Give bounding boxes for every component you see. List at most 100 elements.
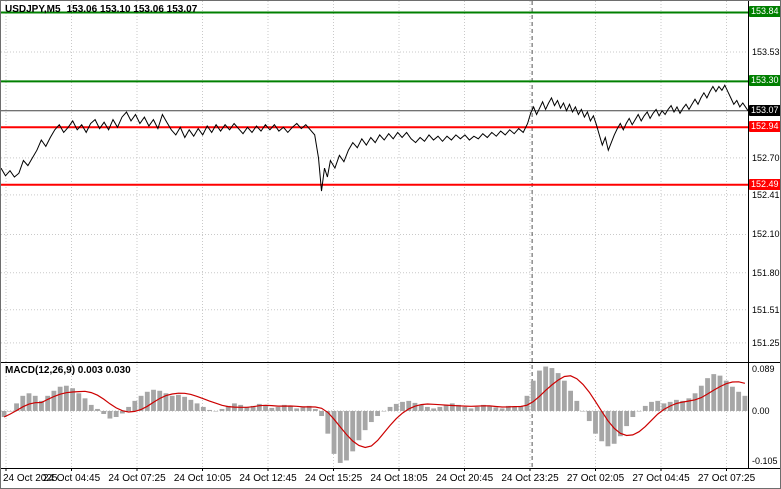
macd-histogram-bar bbox=[281, 404, 287, 411]
macd-histogram-bar bbox=[194, 403, 200, 411]
macd-histogram-bar bbox=[549, 368, 555, 411]
macd-signal-line bbox=[3, 375, 746, 449]
price-line bbox=[1, 84, 749, 192]
macd-histogram-bar bbox=[76, 393, 82, 411]
macd-histogram-bar bbox=[250, 405, 256, 411]
macd-histogram-bar bbox=[138, 395, 144, 411]
macd-histogram-bar bbox=[337, 410, 343, 463]
macd-histogram-bar bbox=[642, 405, 648, 411]
macd-histogram-bar bbox=[107, 410, 113, 419]
macd-histogram-bar bbox=[151, 389, 156, 411]
macd-histogram-bar bbox=[711, 374, 717, 411]
macd-histogram-bar bbox=[493, 407, 499, 411]
macd-histogram-bar bbox=[7, 410, 13, 412]
macd-histogram-bar bbox=[113, 410, 119, 418]
macd-histogram-bar bbox=[736, 391, 742, 411]
macd-histogram-bar bbox=[157, 390, 163, 411]
macd-histogram-bar bbox=[524, 395, 530, 411]
macd-histogram-bar bbox=[574, 400, 580, 411]
macd-histogram-bar bbox=[325, 410, 331, 434]
macd-histogram-bar bbox=[288, 406, 293, 411]
macd-histogram-bar bbox=[468, 408, 474, 411]
macd-histogram-bar bbox=[169, 395, 175, 411]
macd-histogram-bar bbox=[649, 401, 654, 411]
macd-histogram-bar bbox=[624, 410, 630, 427]
macd-histogram-bar bbox=[213, 410, 219, 412]
macd-histogram-bar bbox=[82, 398, 88, 411]
macd-histogram-bar bbox=[132, 400, 138, 411]
macd-histogram-bar bbox=[406, 400, 412, 411]
macd-histogram-bar bbox=[418, 404, 424, 411]
macd-histogram-bar bbox=[605, 410, 611, 447]
macd-histogram-bar bbox=[412, 402, 418, 411]
macd-histogram-bar bbox=[449, 403, 455, 411]
macd-histogram-bar bbox=[661, 403, 667, 411]
macd-histogram-bar bbox=[580, 410, 586, 412]
macd-histogram-bar bbox=[20, 395, 26, 411]
macd-histogram-bar bbox=[655, 400, 661, 411]
macd-histogram-bar bbox=[238, 404, 244, 411]
macd-histogram-bar bbox=[319, 410, 324, 417]
macd-histogram-bar bbox=[537, 370, 542, 411]
macd-histogram-bar bbox=[176, 394, 181, 411]
macd-histogram-bar bbox=[456, 404, 461, 411]
macd-histogram-bar bbox=[39, 400, 44, 411]
macd-histogram-bar bbox=[200, 406, 206, 411]
macd-histogram-bar bbox=[505, 405, 511, 411]
macd-histogram-bar bbox=[437, 406, 443, 411]
macd-histogram-bar bbox=[387, 406, 393, 411]
macd-histogram-bar bbox=[182, 396, 188, 411]
macd-histogram-bar bbox=[188, 399, 194, 411]
macd-histogram-bar bbox=[32, 395, 38, 411]
macd-histogram-bar bbox=[163, 393, 169, 411]
macd-histogram-bar bbox=[425, 406, 430, 411]
macd-histogram-bar bbox=[95, 408, 100, 411]
macd-histogram-bar bbox=[717, 375, 723, 411]
macd-histogram-bar bbox=[144, 391, 150, 411]
macd-histogram-bar bbox=[26, 393, 32, 411]
macd-histogram-bar bbox=[88, 404, 94, 411]
macd-histogram-bar bbox=[680, 400, 686, 411]
macd-histogram-bar bbox=[730, 386, 735, 411]
macd-histogram-bar bbox=[14, 403, 19, 411]
macd-histogram-bar bbox=[70, 388, 75, 411]
macd-histogram-bar bbox=[742, 395, 748, 411]
macd-histogram-bar bbox=[344, 410, 349, 461]
macd-histogram-bar bbox=[312, 408, 318, 411]
macd-histogram-bar bbox=[474, 406, 480, 411]
macd-histogram-bar bbox=[306, 405, 312, 411]
macd-histogram-bar bbox=[561, 380, 567, 411]
macd-histogram-bar bbox=[674, 399, 679, 411]
macd-histogram-bar bbox=[723, 380, 729, 411]
macd-histogram-bar bbox=[51, 390, 57, 411]
macd-histogram-bar bbox=[263, 405, 268, 411]
macd-histogram-bar bbox=[300, 407, 306, 411]
macd-histogram-bar bbox=[350, 410, 356, 452]
macd-histogram-bar bbox=[356, 410, 362, 441]
macd-histogram-bar bbox=[362, 410, 368, 431]
macd-histogram-bar bbox=[101, 410, 107, 414]
macd-histogram-bar bbox=[225, 405, 231, 411]
macd-histogram-bar bbox=[393, 403, 399, 411]
macd-histogram-bar bbox=[443, 404, 449, 411]
macd-histogram-bar bbox=[207, 409, 212, 411]
macd-histogram-bar bbox=[219, 408, 225, 411]
macd-histogram-bar bbox=[499, 408, 505, 411]
macd-histogram-bar bbox=[400, 401, 405, 411]
macd-histogram-bar bbox=[586, 410, 592, 422]
macd-histogram-bar bbox=[45, 395, 51, 411]
macd-histogram-bar bbox=[63, 385, 69, 411]
macd-histogram-bar bbox=[555, 373, 561, 411]
macd-histogram-bar bbox=[368, 410, 374, 423]
macd-histogram-bar bbox=[431, 408, 437, 411]
macd-histogram-bar bbox=[57, 386, 63, 411]
macd-histogram-bar bbox=[530, 380, 536, 411]
macd-histogram-bar bbox=[119, 410, 125, 414]
macd-histogram-bar bbox=[543, 366, 549, 411]
macd-histogram-bar bbox=[593, 410, 598, 434]
macd-histogram-bar bbox=[686, 398, 692, 411]
macd-histogram-bar bbox=[381, 410, 387, 412]
macd-histogram-bar bbox=[462, 406, 468, 411]
